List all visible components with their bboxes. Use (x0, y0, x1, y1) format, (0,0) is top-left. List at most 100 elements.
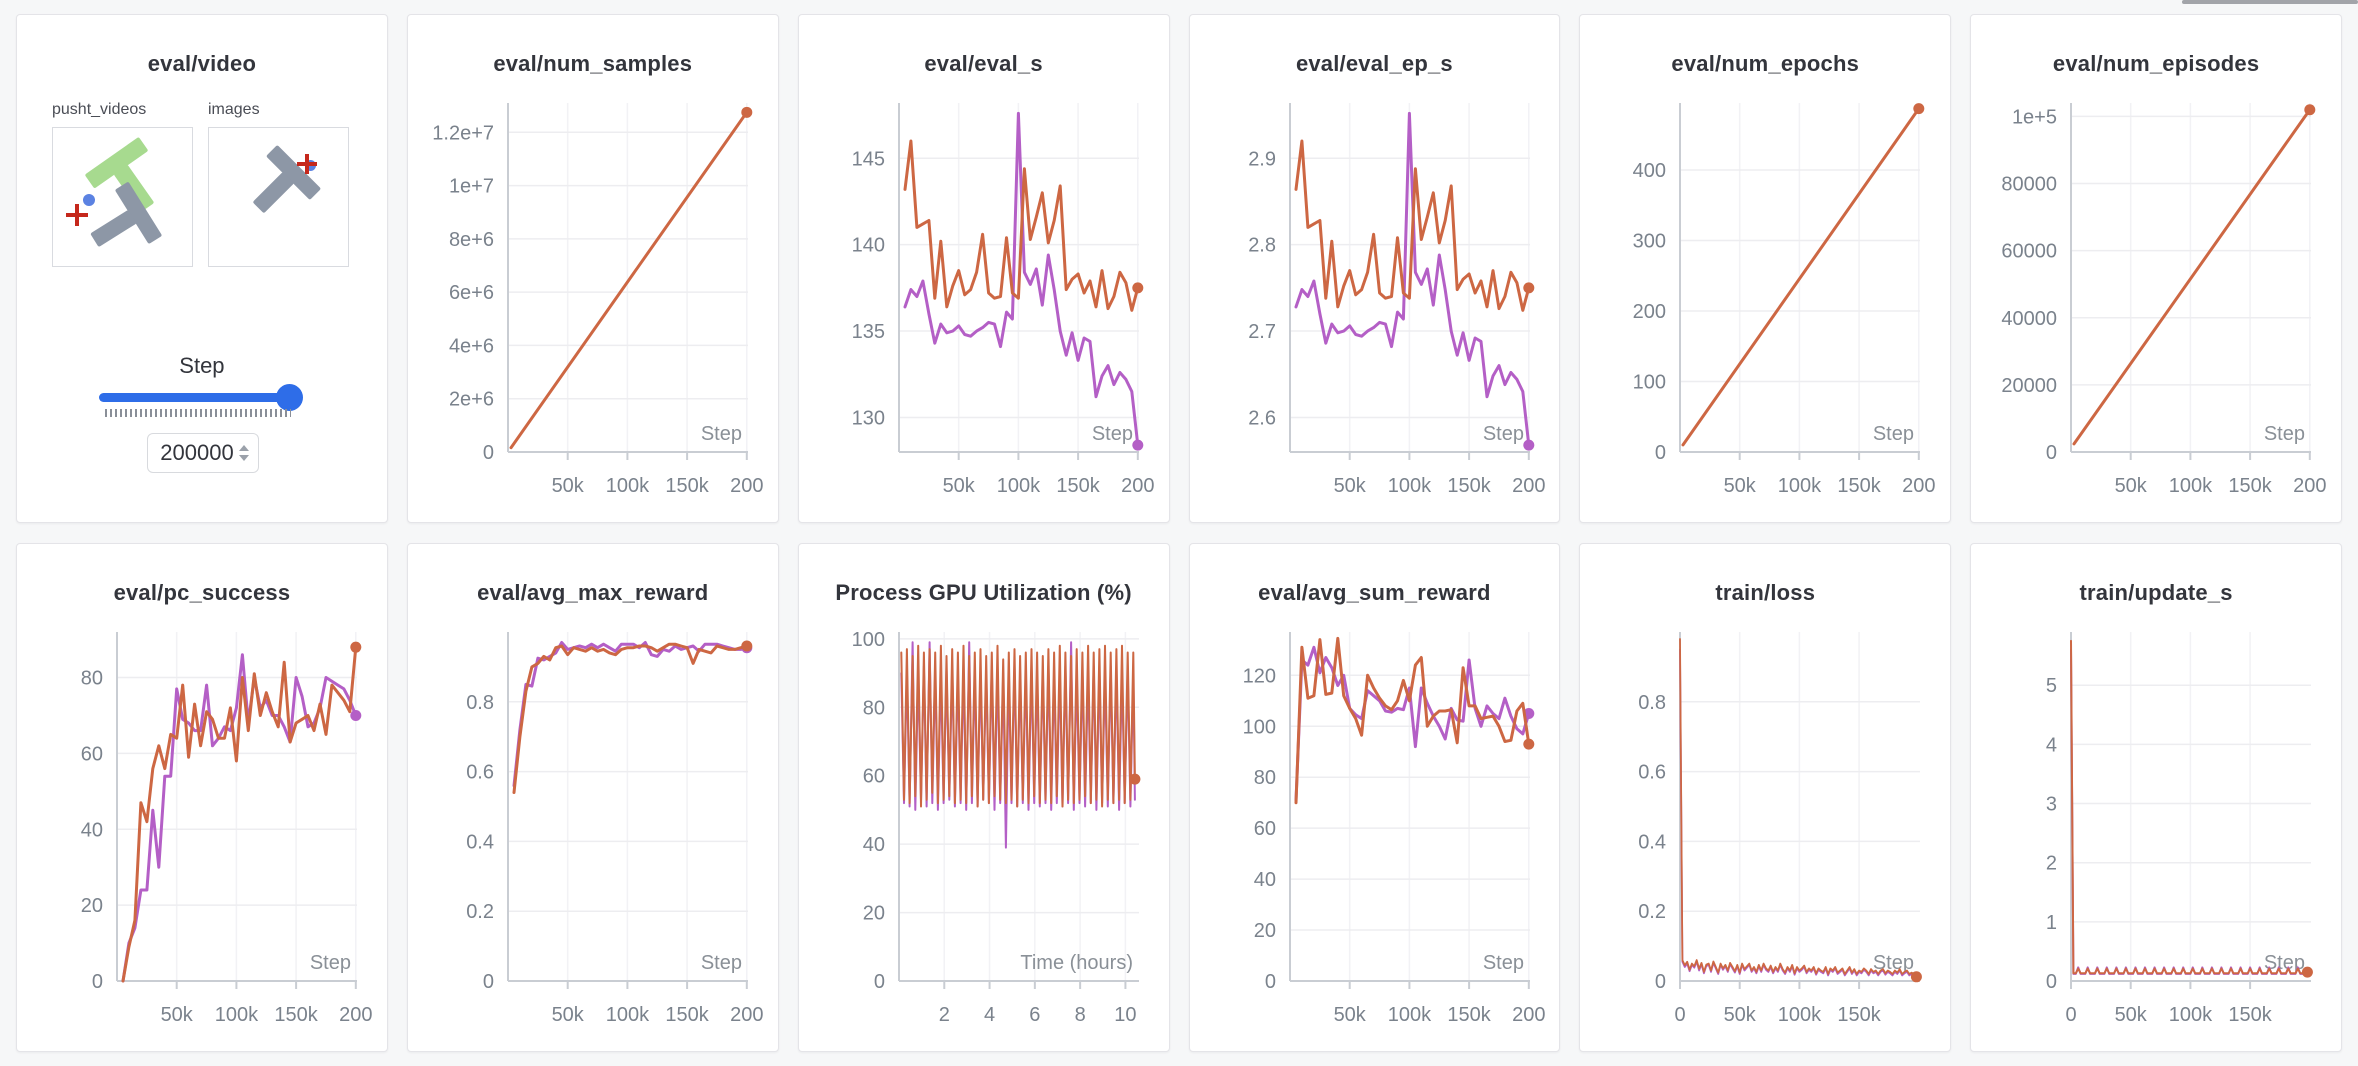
chart-svg[interactable]: 50k 100k 150k 200 0 20000 40000 60000 80000 1e+5 S… (1971, 85, 2341, 522)
y-tick-label: 0.8 (1639, 692, 1667, 714)
y-tick-label: 130 (851, 407, 884, 429)
chart-svg[interactable]: 50k 100k 150k 200 2.6 2.7 2.8 2.9 Step (1190, 85, 1560, 522)
x-tick-label: 6 (1029, 1004, 1040, 1026)
y-tick-label: 60 (862, 766, 884, 788)
y-tick-label: 0 (1655, 442, 1666, 464)
chart-svg[interactable]: 50k 100k 150k 200 0 20 40 60 80 100 120 Step (1190, 614, 1560, 1051)
y-tick-label: 60 (1253, 818, 1275, 840)
chart-svg[interactable]: 50k 100k 150k 200 0 2e+6 4e+6 6e+6 8e+6 1e+7 1.2e+… (408, 85, 778, 522)
series-line-purple (903, 111, 1139, 447)
video-thumbnail-pusht-videos[interactable] (52, 127, 193, 267)
step-slider-thumb[interactable] (276, 384, 303, 411)
panel-title: eval/avg_sum_reward (1258, 580, 1491, 605)
y-tick-label: 20 (1253, 920, 1275, 942)
panel-eval-avg-max-reward[interactable]: eval/avg_max_reward 50k 100k 150k 200 0 0.2 0.4… (406, 543, 779, 1052)
goal-cross-icon (297, 154, 317, 174)
step-value-input[interactable] (148, 434, 258, 472)
y-tick-label: 60 (81, 743, 103, 765)
x-tick-label: 100k (1387, 475, 1431, 497)
panel-title: Process GPU Utilization (%) (835, 580, 1132, 605)
x-axis-title: Step (2264, 952, 2305, 974)
x-tick-label: 200 (1512, 475, 1545, 497)
chart-area[interactable]: 50k 100k 150k 200 0 20 40 60 80 Step (17, 614, 387, 1051)
horizontal-scrollbar-thumb[interactable] (2182, 0, 2358, 4)
panel-process-gpu-utilization[interactable]: Process GPU Utilization (%) 2 4 6 8 10 0 20 40 60… (797, 543, 1170, 1052)
x-tick-label: 200 (730, 475, 763, 497)
panel-title: eval/pc_success (113, 580, 291, 605)
x-tick-label: 4 (984, 1004, 995, 1026)
step-value-input-box[interactable] (147, 433, 259, 473)
panel-title: eval/avg_max_reward (477, 580, 709, 605)
panel-eval-pc-success[interactable]: eval/pc_success 50k 100k 150k 200 0 20 40 60 80 St… (16, 543, 388, 1052)
x-tick-label: 100k (606, 1004, 650, 1026)
x-tick-label: 2 (938, 1004, 949, 1026)
panel-eval-num-episodes[interactable]: eval/num_episodes 50k 100k 150k 200 0 20000 400… (1970, 14, 2342, 523)
series-end-dot-orange (741, 106, 753, 118)
x-axis-title: Step (1482, 952, 1523, 974)
panel-eval-eval-ep-s[interactable]: eval/eval_ep_s 50k 100k 150k 200 2.6 2.7 2.8 2.9… (1188, 14, 1561, 523)
chart-area[interactable]: 0 50k 100k 150k 0 0.2 0.4 0.6 0.8 Step (1580, 614, 1950, 1051)
chart-svg[interactable]: 50k 100k 150k 200 0 20 40 60 80 Step (17, 614, 387, 1051)
y-tick-label: 1 (2046, 912, 2057, 934)
x-tick-label: 200 (730, 1004, 763, 1026)
image-thumbnail-images[interactable] (208, 127, 349, 267)
y-tick-label: 145 (851, 148, 884, 170)
panel-eval-num-epochs[interactable]: eval/num_epochs 50k 100k 150k 200 0 100 200 300 4… (1579, 14, 1952, 523)
chart-svg[interactable]: 50k 100k 150k 200 0 100 200 300 400 Step (1580, 85, 1950, 522)
chart-area[interactable]: 0 50k 100k 150k 0 1 2 3 4 5 Step (1971, 614, 2341, 1051)
panel-title: eval/num_epochs (1671, 51, 1860, 76)
stepper-down-icon[interactable] (239, 455, 249, 461)
step-slider-track[interactable] (99, 393, 295, 402)
x-tick-label: 150k (1838, 475, 1882, 497)
chart-area[interactable]: 2 4 6 8 10 0 20 40 60 80 100 Time (hours) (799, 614, 1169, 1051)
y-tick-label: 80 (1253, 767, 1275, 789)
x-tick-label: 50k (2115, 1004, 2148, 1026)
chart-svg[interactable]: 0 50k 100k 150k 0 1 2 3 4 5 Step (1971, 614, 2341, 1051)
chart-area[interactable]: 50k 100k 150k 200 0 100 200 300 400 Step (1580, 85, 1950, 522)
chart-area[interactable]: 50k 100k 150k 200 130 135 140 145 Step (799, 85, 1169, 522)
x-tick-label: 100k (215, 1004, 259, 1026)
panel-eval-eval-s[interactable]: eval/eval_s 50k 100k 150k 200 130 135 140 145 Ste… (797, 14, 1170, 523)
y-tick-label: 0 (1264, 971, 1275, 993)
panel-train-loss[interactable]: train/loss 0 50k 100k 150k 0 0.2 0.4 0.6 0.8 Step (1579, 543, 1952, 1052)
x-tick-label: 150k (1838, 1004, 1882, 1026)
series-line-purple (1294, 111, 1530, 447)
chart-area[interactable]: 50k 100k 150k 200 2.6 2.7 2.8 2.9 Step (1190, 85, 1560, 522)
panel-title: eval/video (147, 51, 257, 76)
chart-area[interactable]: 50k 100k 150k 200 0 0.2 0.4 0.6 0.8 Step (408, 614, 778, 1051)
chart-area[interactable]: 50k 100k 150k 200 0 20000 40000 60000 80000 1e+5 S… (1971, 85, 2341, 522)
series-end-dot-orange (2302, 966, 2314, 978)
series-end-dot-orange (1522, 738, 1534, 750)
panel-eval-num-samples[interactable]: eval/num_samples 50k 100k 150k 200 0 2e+6 4e+6 6… (406, 14, 779, 523)
series-line-purple (1679, 648, 1918, 979)
y-tick-label: 0.4 (466, 831, 494, 853)
series-line-purple (2070, 648, 2309, 975)
series-end-dot-orange (350, 641, 362, 653)
series-line-purple (512, 641, 749, 788)
x-tick-label: 200 (1121, 475, 1154, 497)
stepper-up-icon[interactable] (239, 445, 249, 451)
series-line-orange (2072, 108, 2312, 446)
y-tick-label: 3 (2046, 794, 2057, 816)
chart-svg[interactable]: 50k 100k 150k 200 0 0.2 0.4 0.6 0.8 Step (408, 614, 778, 1051)
chart-svg[interactable]: 50k 100k 150k 200 130 135 140 145 Step (799, 85, 1169, 522)
series-end-dot-orange (1131, 282, 1143, 294)
panel-eval-video[interactable]: eval/video pusht_videos images (16, 14, 388, 523)
series-end-dot-purple (1131, 439, 1143, 451)
series-end-dot-orange (1911, 971, 1923, 983)
y-tick-label: 0 (2046, 442, 2057, 464)
chart-area[interactable]: 50k 100k 150k 200 0 20 40 60 80 100 120 Step (1190, 614, 1560, 1051)
x-tick-label: 200 (339, 1004, 372, 1026)
x-tick-label: 150k (2229, 1004, 2273, 1026)
panel-train-update-s[interactable]: train/update_s 0 50k 100k 150k 0 1 2 3 4 5 Step (1970, 543, 2342, 1052)
x-axis-title: Step (1092, 423, 1133, 445)
y-tick-label: 1e+5 (2012, 106, 2057, 128)
y-tick-label: 2e+6 (449, 389, 494, 411)
x-tick-label: 100k (2169, 1004, 2213, 1026)
series-end-dot-purple (350, 709, 362, 721)
chart-area[interactable]: 50k 100k 150k 200 0 2e+6 4e+6 6e+6 8e+6 1e+7 1.2e+… (408, 85, 778, 522)
panel-eval-avg-sum-reward[interactable]: eval/avg_sum_reward 50k 100k 150k 200 0 20 40 60… (1188, 543, 1561, 1052)
y-tick-label: 2.7 (1248, 321, 1276, 343)
